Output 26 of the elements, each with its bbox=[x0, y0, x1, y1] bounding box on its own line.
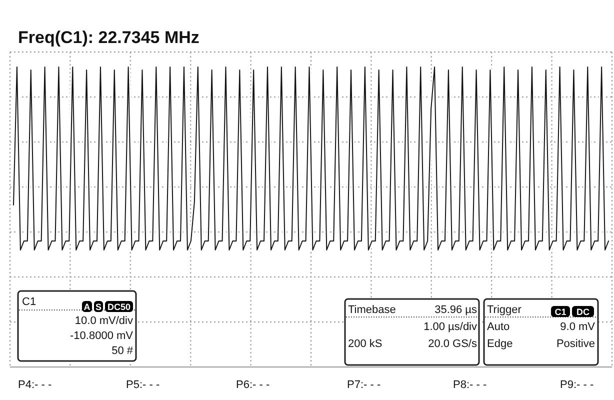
annotation: 35.96 µs bbox=[434, 304, 478, 316]
annotation: Auto bbox=[487, 321, 510, 333]
text: P7:- - - bbox=[347, 379, 381, 391]
annotation: S bbox=[95, 302, 102, 312]
annotation: 1.00 µs/div bbox=[424, 321, 478, 333]
annotation: Positive bbox=[556, 338, 595, 350]
annotation: 50 # bbox=[112, 345, 134, 357]
chart-title: Freq(C1): 22.7345 MHz bbox=[18, 28, 200, 47]
text: P5:- - - bbox=[126, 379, 160, 391]
annotation: C1 bbox=[22, 296, 36, 308]
annotation: Timebase bbox=[348, 304, 396, 316]
annotation: 10.0 mV/div bbox=[74, 315, 134, 327]
annotation: DC50 bbox=[107, 302, 131, 312]
text: P4:- - - bbox=[18, 379, 52, 391]
text: P9:- - - bbox=[560, 379, 594, 391]
annotation: -10.8000 mV bbox=[70, 330, 134, 342]
annotation: DC bbox=[576, 307, 590, 317]
annotation: 9.0 mV bbox=[560, 321, 596, 333]
annotation: Edge bbox=[487, 338, 513, 350]
text: P6:- - - bbox=[236, 379, 270, 391]
text: P8:- - - bbox=[453, 379, 487, 391]
annotation: 200 kS bbox=[348, 338, 382, 350]
annotation: Trigger bbox=[487, 304, 522, 316]
annotation: C1 bbox=[554, 307, 566, 317]
annotation: 20.0 GS/s bbox=[428, 338, 478, 350]
annotation: A bbox=[84, 302, 91, 312]
